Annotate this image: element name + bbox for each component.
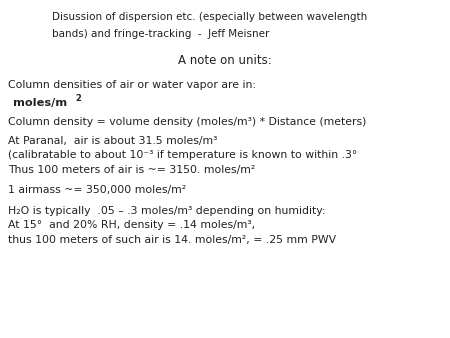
Text: Column density = volume density (moles/m³) * Distance (meters): Column density = volume density (moles/m… (8, 117, 366, 127)
Text: At Paranal,  air is about 31.5 moles/m³: At Paranal, air is about 31.5 moles/m³ (8, 136, 217, 146)
Text: Disussion of dispersion etc. (especially between wavelength: Disussion of dispersion etc. (especially… (52, 12, 367, 22)
Text: thus 100 meters of such air is 14. moles/m², = .25 mm PWV: thus 100 meters of such air is 14. moles… (8, 235, 336, 245)
Text: H₂O is typically  .05 – .3 moles/m³ depending on humidity:: H₂O is typically .05 – .3 moles/m³ depen… (8, 206, 326, 216)
Text: moles/m: moles/m (14, 98, 68, 108)
Text: bands) and fringe-tracking  -  Jeff Meisner: bands) and fringe-tracking - Jeff Meisne… (52, 29, 269, 39)
Text: Thus 100 meters of air is ~= 3150. moles/m²: Thus 100 meters of air is ~= 3150. moles… (8, 165, 255, 175)
Text: 1 airmass ~= 350,000 moles/m²: 1 airmass ~= 350,000 moles/m² (8, 185, 186, 195)
Text: 2: 2 (76, 94, 81, 103)
Text: Column densities of air or water vapor are in:: Column densities of air or water vapor a… (8, 80, 256, 91)
Text: A note on units:: A note on units: (178, 54, 272, 67)
Text: At 15°  and 20% RH, density = .14 moles/m³,: At 15° and 20% RH, density = .14 moles/m… (8, 220, 255, 231)
Text: (calibratable to about 10⁻³ if temperature is known to within .3°: (calibratable to about 10⁻³ if temperatu… (8, 150, 357, 161)
